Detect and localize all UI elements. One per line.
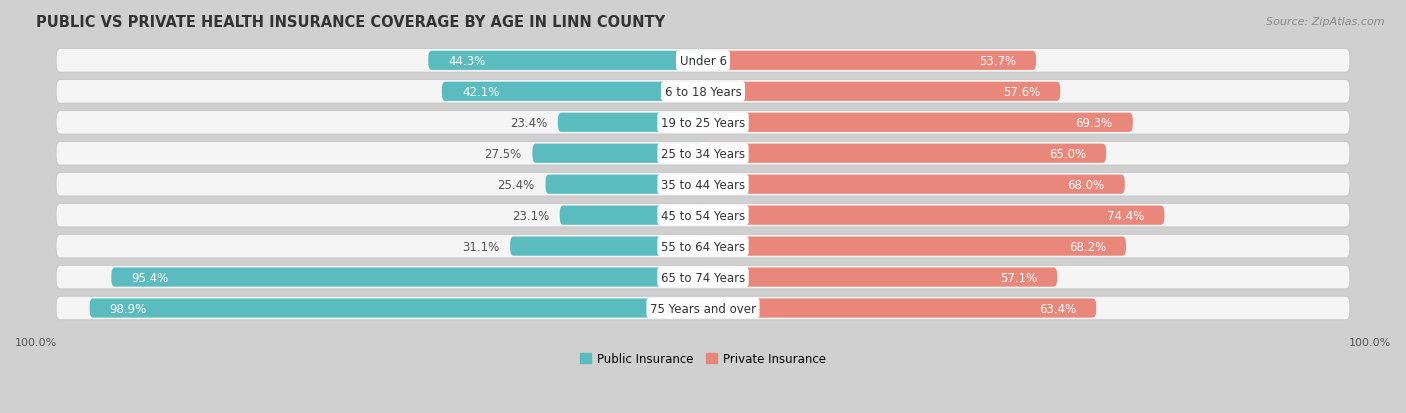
FancyBboxPatch shape	[510, 237, 703, 256]
Text: 44.3%: 44.3%	[449, 55, 485, 68]
FancyBboxPatch shape	[90, 299, 703, 318]
Text: 23.1%: 23.1%	[512, 209, 550, 222]
Text: 27.5%: 27.5%	[485, 147, 522, 160]
Text: 25 to 34 Years: 25 to 34 Years	[661, 147, 745, 160]
Text: 57.6%: 57.6%	[1002, 85, 1040, 99]
Text: 68.0%: 68.0%	[1067, 178, 1105, 191]
FancyBboxPatch shape	[56, 50, 1350, 73]
FancyBboxPatch shape	[703, 114, 1133, 133]
FancyBboxPatch shape	[111, 268, 703, 287]
Text: 23.4%: 23.4%	[510, 116, 547, 129]
Text: 53.7%: 53.7%	[979, 55, 1017, 68]
Text: 25.4%: 25.4%	[498, 178, 534, 191]
FancyBboxPatch shape	[56, 204, 1350, 227]
FancyBboxPatch shape	[56, 173, 1350, 197]
FancyBboxPatch shape	[56, 266, 1350, 289]
FancyBboxPatch shape	[56, 142, 1350, 166]
Text: 31.1%: 31.1%	[463, 240, 499, 253]
Text: 68.2%: 68.2%	[1069, 240, 1107, 253]
FancyBboxPatch shape	[56, 81, 1350, 104]
FancyBboxPatch shape	[533, 144, 703, 164]
FancyBboxPatch shape	[560, 206, 703, 225]
FancyBboxPatch shape	[558, 114, 703, 133]
Text: 65 to 74 Years: 65 to 74 Years	[661, 271, 745, 284]
Text: 35 to 44 Years: 35 to 44 Years	[661, 178, 745, 191]
Text: 42.1%: 42.1%	[463, 85, 499, 99]
Text: 65.0%: 65.0%	[1049, 147, 1085, 160]
FancyBboxPatch shape	[703, 299, 1097, 318]
Text: 57.1%: 57.1%	[1000, 271, 1038, 284]
FancyBboxPatch shape	[429, 52, 703, 71]
Text: 98.9%: 98.9%	[110, 302, 146, 315]
Text: 19 to 25 Years: 19 to 25 Years	[661, 116, 745, 129]
Text: PUBLIC VS PRIVATE HEALTH INSURANCE COVERAGE BY AGE IN LINN COUNTY: PUBLIC VS PRIVATE HEALTH INSURANCE COVER…	[37, 15, 665, 30]
FancyBboxPatch shape	[703, 175, 1125, 194]
Text: 55 to 64 Years: 55 to 64 Years	[661, 240, 745, 253]
Text: 75 Years and over: 75 Years and over	[650, 302, 756, 315]
Text: 63.4%: 63.4%	[1039, 302, 1076, 315]
FancyBboxPatch shape	[703, 268, 1057, 287]
Text: Under 6: Under 6	[679, 55, 727, 68]
Text: Source: ZipAtlas.com: Source: ZipAtlas.com	[1267, 17, 1385, 26]
FancyBboxPatch shape	[56, 111, 1350, 135]
FancyBboxPatch shape	[703, 52, 1036, 71]
FancyBboxPatch shape	[703, 237, 1126, 256]
Text: 6 to 18 Years: 6 to 18 Years	[665, 85, 741, 99]
FancyBboxPatch shape	[703, 144, 1107, 164]
FancyBboxPatch shape	[441, 83, 703, 102]
Text: 69.3%: 69.3%	[1076, 116, 1112, 129]
Text: 74.4%: 74.4%	[1107, 209, 1144, 222]
Legend: Public Insurance, Private Insurance: Public Insurance, Private Insurance	[575, 347, 831, 370]
Text: 95.4%: 95.4%	[131, 271, 169, 284]
FancyBboxPatch shape	[546, 175, 703, 194]
FancyBboxPatch shape	[703, 206, 1164, 225]
FancyBboxPatch shape	[56, 297, 1350, 320]
Text: 45 to 54 Years: 45 to 54 Years	[661, 209, 745, 222]
FancyBboxPatch shape	[703, 83, 1060, 102]
FancyBboxPatch shape	[56, 235, 1350, 258]
